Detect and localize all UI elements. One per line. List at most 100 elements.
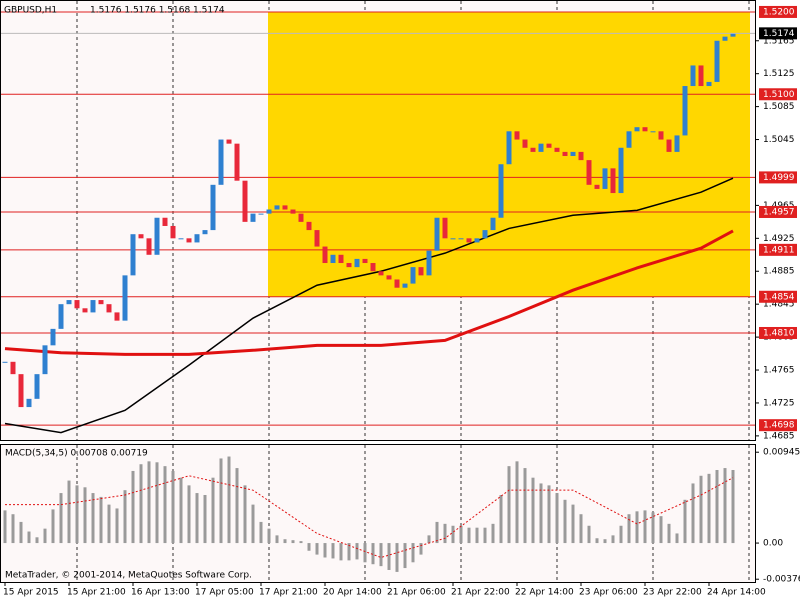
candle: [434, 217, 440, 251]
macd-bar: [723, 468, 727, 544]
candle: [530, 147, 536, 152]
macd-bar: [451, 525, 455, 544]
macd-bar: [587, 525, 591, 544]
candle: [130, 234, 136, 276]
macd-bar: [595, 538, 599, 544]
macd-bar: [59, 493, 63, 544]
macd-bar: [315, 543, 319, 555]
level-label: 1.4911: [763, 245, 795, 255]
level-label: 1.4698: [763, 421, 795, 431]
level-label: 1.5100: [763, 90, 795, 100]
level-label: 1.4999: [763, 173, 795, 183]
level-tag: [759, 243, 797, 256]
y-tick-label: 1.4885: [763, 267, 795, 277]
macd-bar: [195, 493, 199, 544]
x-tick-label: 15 Apr 2015: [3, 588, 59, 598]
candle: [322, 246, 328, 264]
candle: [626, 131, 632, 148]
candle: [402, 283, 408, 288]
level-tag: [759, 171, 797, 184]
macd-bar: [227, 456, 231, 544]
macd-bar: [323, 543, 327, 558]
x-tick-label: 15 Apr 21:00: [67, 588, 126, 598]
macd-bar: [403, 543, 407, 569]
moving-average: [4, 229, 734, 356]
candle: [18, 374, 24, 408]
candle: [730, 33, 736, 37]
candle: [674, 135, 680, 152]
macd-bar: [603, 539, 607, 544]
macd-bar: [643, 510, 647, 544]
macd-bar: [235, 468, 239, 544]
candle: [506, 131, 512, 165]
candle: [218, 139, 224, 185]
candle: [538, 143, 544, 152]
macd-bar: [51, 509, 55, 544]
macd-bar: [715, 469, 719, 544]
candle: [34, 374, 40, 399]
candle: [418, 267, 424, 276]
candle: [370, 263, 376, 272]
macd-bar: [243, 485, 247, 544]
y-tick-label: 1.5165: [763, 36, 795, 46]
candle: [210, 184, 216, 231]
y-tick-label: 1.5085: [763, 102, 795, 112]
candle: [658, 131, 664, 140]
macd-bar: [419, 543, 423, 555]
candle: [274, 205, 280, 210]
macd-bar: [499, 494, 503, 544]
macd-bar: [275, 535, 279, 544]
candle: [602, 168, 608, 189]
y-tick-label: 0.00945: [763, 448, 800, 458]
candle: [314, 230, 320, 247]
candle: [554, 147, 560, 152]
macd-title: MACD(5,34,5) 0.00708 0.00719: [5, 449, 148, 459]
candle: [186, 238, 192, 243]
macd-bar: [27, 531, 31, 544]
macd-bar: [91, 493, 95, 544]
macd-bar: [387, 543, 391, 570]
macd-bar: [347, 543, 351, 561]
macd-bar: [379, 543, 383, 567]
candle: [586, 160, 592, 185]
y-tick-label: 1.5125: [763, 69, 795, 79]
macd-bar: [283, 539, 287, 544]
x-tick-label: 23 Apr 22:00: [643, 588, 702, 598]
x-tick-label: 21 Apr 22:00: [451, 588, 510, 598]
candle: [722, 36, 728, 41]
x-tick-label: 23 Apr 06:00: [579, 588, 638, 598]
macd-bar: [299, 541, 303, 544]
y-tick-label: 1.4685: [763, 431, 795, 441]
macd-bar: [3, 510, 7, 544]
candle: [642, 127, 648, 132]
symbol-title: GBPUSD,H1: [4, 6, 57, 16]
candle: [682, 86, 688, 136]
candle: [410, 267, 416, 284]
macd-bar: [83, 487, 87, 544]
candle: [466, 238, 472, 243]
y-tick-label: 1.4765: [763, 366, 795, 376]
candle: [234, 143, 240, 181]
macd-bar: [179, 477, 183, 544]
candle: [714, 40, 720, 82]
candle: [610, 168, 616, 194]
level-tag: [759, 419, 797, 432]
candle: [442, 217, 448, 239]
level-label: 1.4854: [763, 292, 795, 302]
macd-bar: [355, 543, 359, 560]
macd-bar: [459, 525, 463, 544]
candle: [514, 131, 520, 140]
macd-bar: [699, 475, 703, 544]
candle: [482, 230, 488, 239]
macd-bar: [651, 512, 655, 544]
macd-bar: [507, 466, 511, 544]
macd-bar: [115, 508, 119, 544]
candle: [498, 164, 504, 218]
macd-bar: [155, 462, 159, 544]
macd-bar: [75, 485, 79, 544]
last-price-tag: [759, 27, 797, 40]
macd-bar: [683, 499, 687, 544]
candle: [74, 300, 80, 309]
candle: [570, 151, 576, 157]
macd-bar: [611, 535, 615, 544]
